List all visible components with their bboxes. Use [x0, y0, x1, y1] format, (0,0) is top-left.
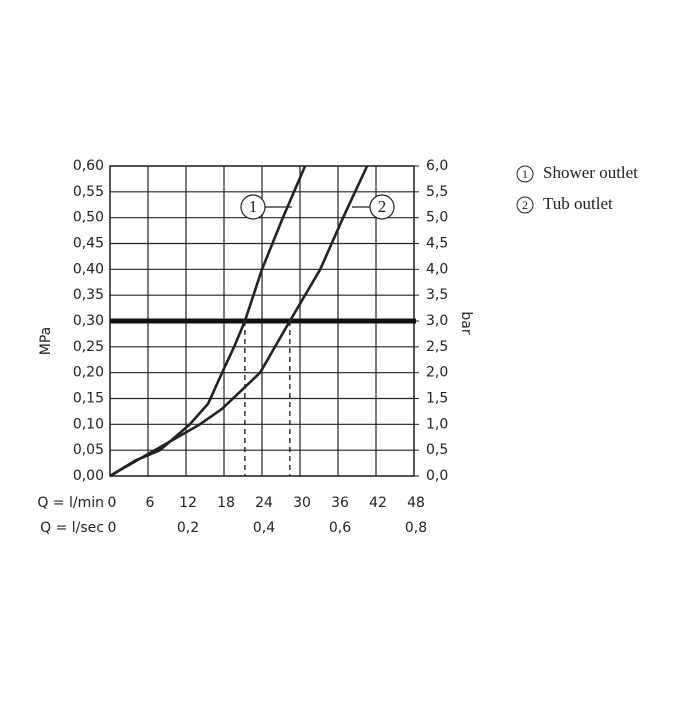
- callout-label: 1: [249, 197, 258, 216]
- x-tick-label: 36: [331, 495, 349, 511]
- y2-tick-label: 4,5: [426, 236, 448, 252]
- x-tick-label: 48: [407, 495, 425, 511]
- y2-tick-label: 2,0: [426, 365, 448, 381]
- legend-label: Tub outlet: [543, 194, 613, 213]
- y-axis-label: MPa: [38, 327, 54, 355]
- x-tick-label: 6: [146, 495, 155, 511]
- y2-tick-label: 0,5: [426, 442, 448, 458]
- legend-number: 2: [522, 198, 528, 212]
- callout-circle: [240, 194, 266, 220]
- legend-circle: [516, 196, 534, 214]
- series-line: [109, 165, 369, 478]
- y-tick-label: 0,20: [73, 365, 104, 381]
- y-tick-label: 0,60: [73, 158, 104, 174]
- y2-tick-label: 5,5: [426, 184, 448, 200]
- y-tick-label: 0,40: [73, 261, 104, 277]
- x-axis-label: Q = l/min: [37, 495, 104, 511]
- y-tick-label: 0,25: [73, 339, 104, 355]
- x2-tick-label: 0,2: [177, 520, 199, 536]
- y2-tick-label: 6,0: [426, 158, 448, 174]
- callout-label: 2: [378, 197, 387, 216]
- y-tick-label: 0,10: [73, 416, 104, 432]
- x-tick-label: 18: [217, 495, 235, 511]
- x-tick-label: 30: [293, 495, 311, 511]
- y2-tick-label: 1,5: [426, 391, 448, 407]
- legend-number: 1: [522, 167, 528, 181]
- y-tick-label: 0,50: [73, 210, 104, 226]
- y-tick-label: 0,00: [73, 468, 104, 484]
- y-tick-label: 0,45: [73, 236, 104, 252]
- x2-tick-label: 0,6: [329, 520, 351, 536]
- callout-circle: [369, 194, 395, 220]
- x2-tick-label: 0: [108, 520, 117, 536]
- y-tick-label: 0,35: [73, 287, 104, 303]
- x-tick-label: 42: [369, 495, 387, 511]
- y2-tick-label: 3,0: [426, 313, 448, 329]
- series-line: [109, 165, 307, 478]
- y2-tick-label: 2,5: [426, 339, 448, 355]
- x2-tick-label: 0,8: [405, 520, 427, 536]
- x2-axis-label: Q = l/sec: [40, 520, 104, 536]
- y-tick-label: 0,05: [73, 442, 104, 458]
- legend-label: Shower outlet: [543, 163, 638, 182]
- x-tick-label: 0: [108, 495, 117, 511]
- x-tick-label: 24: [255, 495, 273, 511]
- y-tick-label: 0,30: [73, 313, 104, 329]
- x-tick-label: 12: [179, 495, 197, 511]
- legend-circle: [516, 165, 534, 183]
- y2-axis-label: bar: [458, 311, 474, 334]
- y2-tick-label: 5,0: [426, 210, 448, 226]
- y2-tick-label: 4,0: [426, 261, 448, 277]
- y2-tick-label: 1,0: [426, 416, 448, 432]
- y2-tick-label: 3,5: [426, 287, 448, 303]
- y2-tick-label: 0,0: [426, 468, 448, 484]
- y-tick-label: 0,55: [73, 184, 104, 200]
- x2-tick-label: 0,4: [253, 520, 275, 536]
- y-tick-label: 0,15: [73, 391, 104, 407]
